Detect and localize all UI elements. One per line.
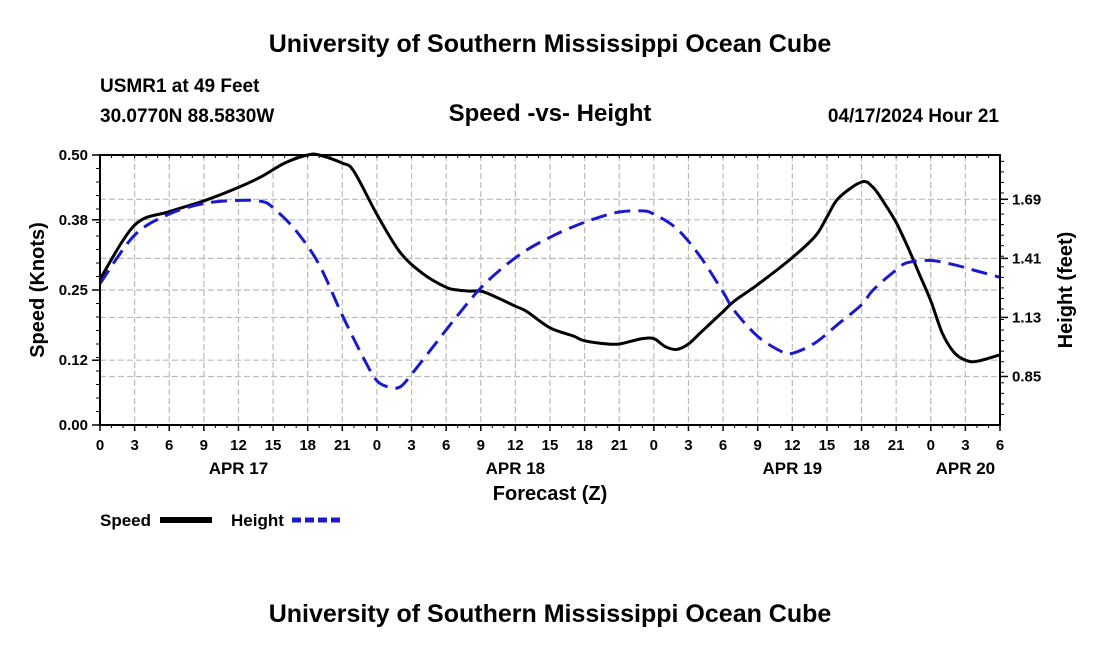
x-tick-label: 12 [784,437,801,454]
y-tick-label: 0.38 [59,212,88,229]
forecast-timestamp: 04/17/2024 Hour 21 [827,106,999,127]
legend-speed-label: Speed [100,511,151,530]
x-tick-label: 3 [684,437,692,454]
x-tick-label: 21 [611,437,628,454]
chart-title: Speed -vs- Height [448,100,652,127]
y-tick-label: 0.50 [59,147,88,164]
station-coords: 30.0770N 88.5830W [100,106,275,127]
date-label: APR 17 [209,459,269,478]
page-title: University of Southern Mississippi Ocean… [268,30,832,58]
height-series-line [98,198,1001,390]
x-tick-label: 9 [200,437,208,454]
speed-series-line [98,152,1001,364]
grid [100,155,1000,425]
x-tick-label: 9 [754,437,762,454]
x-axis-label: Forecast (Z) [493,483,607,505]
x-tick-label: 0 [373,437,381,454]
x-tick-label: 18 [299,437,316,454]
y-tick-label: 0.00 [59,417,88,434]
legend: Speed Height [100,511,344,530]
x-tick-label: 6 [165,437,173,454]
series-layer [98,152,1001,390]
date-label: APR 20 [936,459,996,478]
y-tick-label: 0.12 [59,352,88,369]
x-tick-label: 6 [719,437,727,454]
x-tick-label: 0 [650,437,658,454]
x-tick-label: 12 [230,437,247,454]
legend-height-label: Height [231,511,284,530]
x-tick-label: 18 [853,437,870,454]
date-label: APR 18 [486,459,546,478]
axes: 0 3 6 9 12 15 18 21 0 3 6 9 12 15 18 21 0 3 6 9 12 15 18 21 0 3 6A… [59,147,1041,478]
x-tick-label: 9 [477,437,485,454]
x-tick-label: 3 [130,437,138,454]
x-tick-label: 18 [576,437,593,454]
x-tick-label: 15 [819,437,836,454]
y2-tick-label: 1.41 [1012,250,1041,267]
x-tick-label: 6 [996,437,1004,454]
x-tick-label: 0 [96,437,104,454]
y2-axis-label: Height (feet) [1055,232,1077,349]
y2-tick-label: 0.85 [1012,368,1041,385]
x-tick-label: 6 [442,437,450,454]
station-label: USMR1 at 49 Feet [100,76,260,97]
x-tick-label: 21 [334,437,351,454]
date-label: APR 19 [763,459,823,478]
x-tick-label: 15 [265,437,282,454]
y-axis-label: Speed (Knots) [27,222,49,358]
x-tick-label: 0 [927,437,935,454]
x-tick-label: 12 [507,437,524,454]
x-tick-label: 3 [407,437,415,454]
y-tick-label: 0.25 [59,282,88,299]
y2-tick-label: 1.13 [1012,309,1041,326]
footer-title: University of Southern Mississippi Ocean… [268,600,832,628]
x-tick-label: 21 [888,437,905,454]
x-tick-label: 3 [961,437,969,454]
y2-tick-label: 1.69 [1012,191,1041,208]
x-tick-label: 15 [542,437,559,454]
